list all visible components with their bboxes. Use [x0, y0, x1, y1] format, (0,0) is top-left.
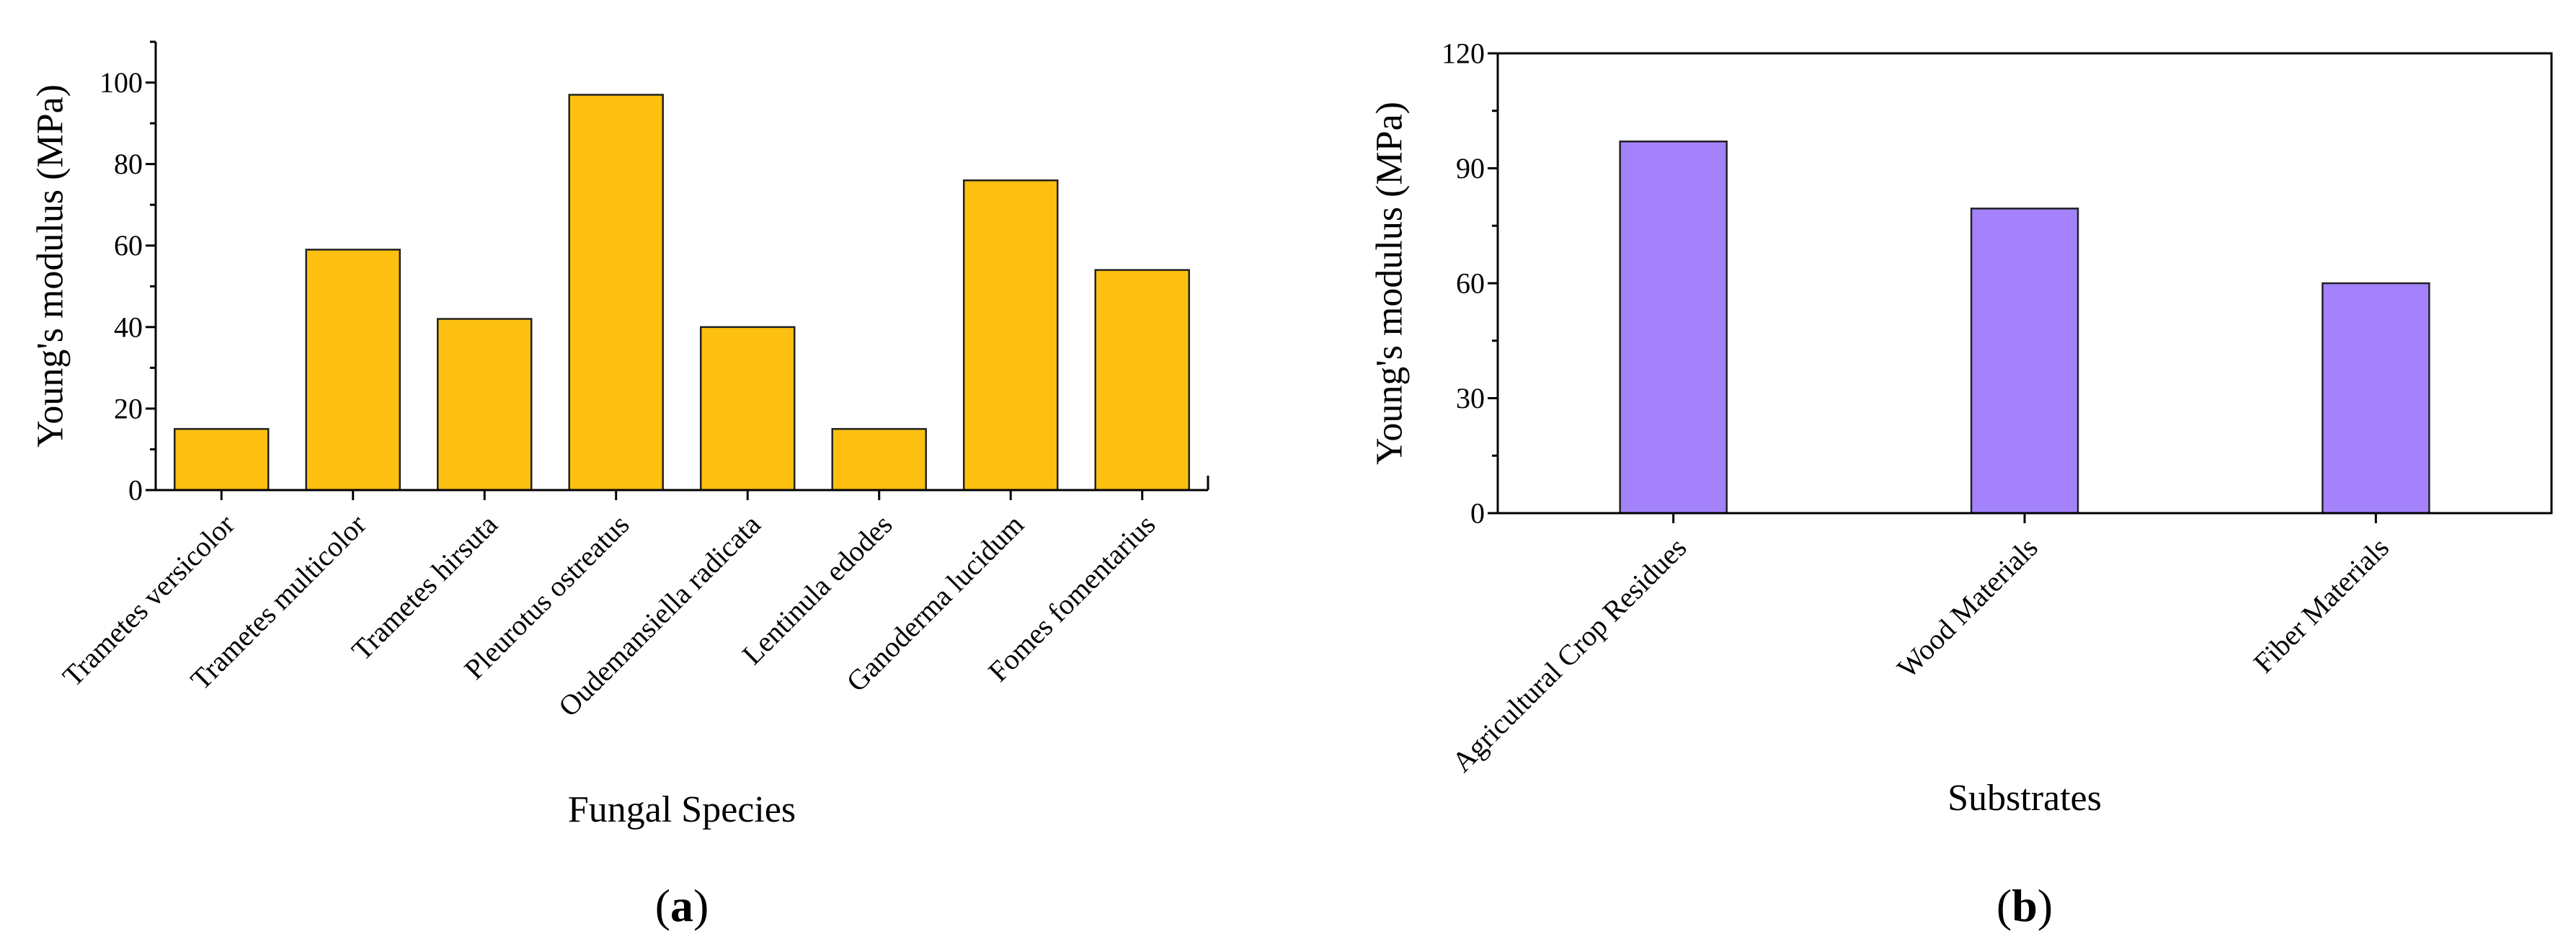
panel-label: (a): [655, 880, 709, 931]
y-tick-label: 30: [1456, 382, 1485, 414]
x-category-label: Wood Materials: [1891, 531, 2044, 685]
y-tick-label: 80: [114, 148, 143, 180]
panel-label-open: (: [1997, 880, 2012, 931]
y-tick-label: 20: [114, 392, 143, 424]
x-category-label: Agricultural Crop Residues: [1446, 531, 1693, 778]
panel-label-letter: b: [2012, 880, 2038, 931]
panel-label-open: (: [655, 880, 670, 931]
bar-4: [568, 94, 664, 492]
bar-2: [1970, 208, 2079, 515]
x-category-label: Fiber Materials: [2247, 531, 2395, 679]
panel-label-letter: a: [670, 880, 693, 931]
panel-label: (b): [1997, 880, 2053, 931]
y-tick-label: 100: [99, 66, 143, 99]
y-axis-title: Young's modulus (MPa): [30, 84, 71, 448]
bar-2: [305, 249, 401, 492]
bar-8: [1094, 269, 1190, 492]
x-axis-title: Substrates: [1947, 778, 2102, 819]
y-tick-label: 60: [114, 229, 143, 262]
x-axis-title: Fungal Species: [568, 789, 796, 830]
y-tick-label: 0: [128, 474, 143, 507]
panel-label-close: ): [2038, 880, 2053, 931]
bar-5: [700, 326, 796, 492]
bar-1: [1619, 141, 1728, 515]
y-tick-label: 60: [1456, 267, 1485, 300]
y-tick-label: 120: [1442, 37, 1485, 70]
bar-3: [2322, 282, 2430, 515]
y-tick-label: 0: [1470, 497, 1485, 530]
chart-panel-b: 0 30 60 90 120 Agricultural Crop Residues Wood…: [1369, 37, 2553, 931]
y-tick-label: 90: [1456, 152, 1485, 184]
bar-3: [437, 318, 533, 492]
bar-6: [831, 427, 927, 492]
bar-1: [174, 427, 270, 492]
panel-label-close: ): [693, 880, 709, 931]
y-axis-title: Young's modulus (MPa): [1369, 102, 1411, 465]
y-tick-label: 40: [114, 311, 143, 343]
bar-7: [963, 179, 1059, 492]
